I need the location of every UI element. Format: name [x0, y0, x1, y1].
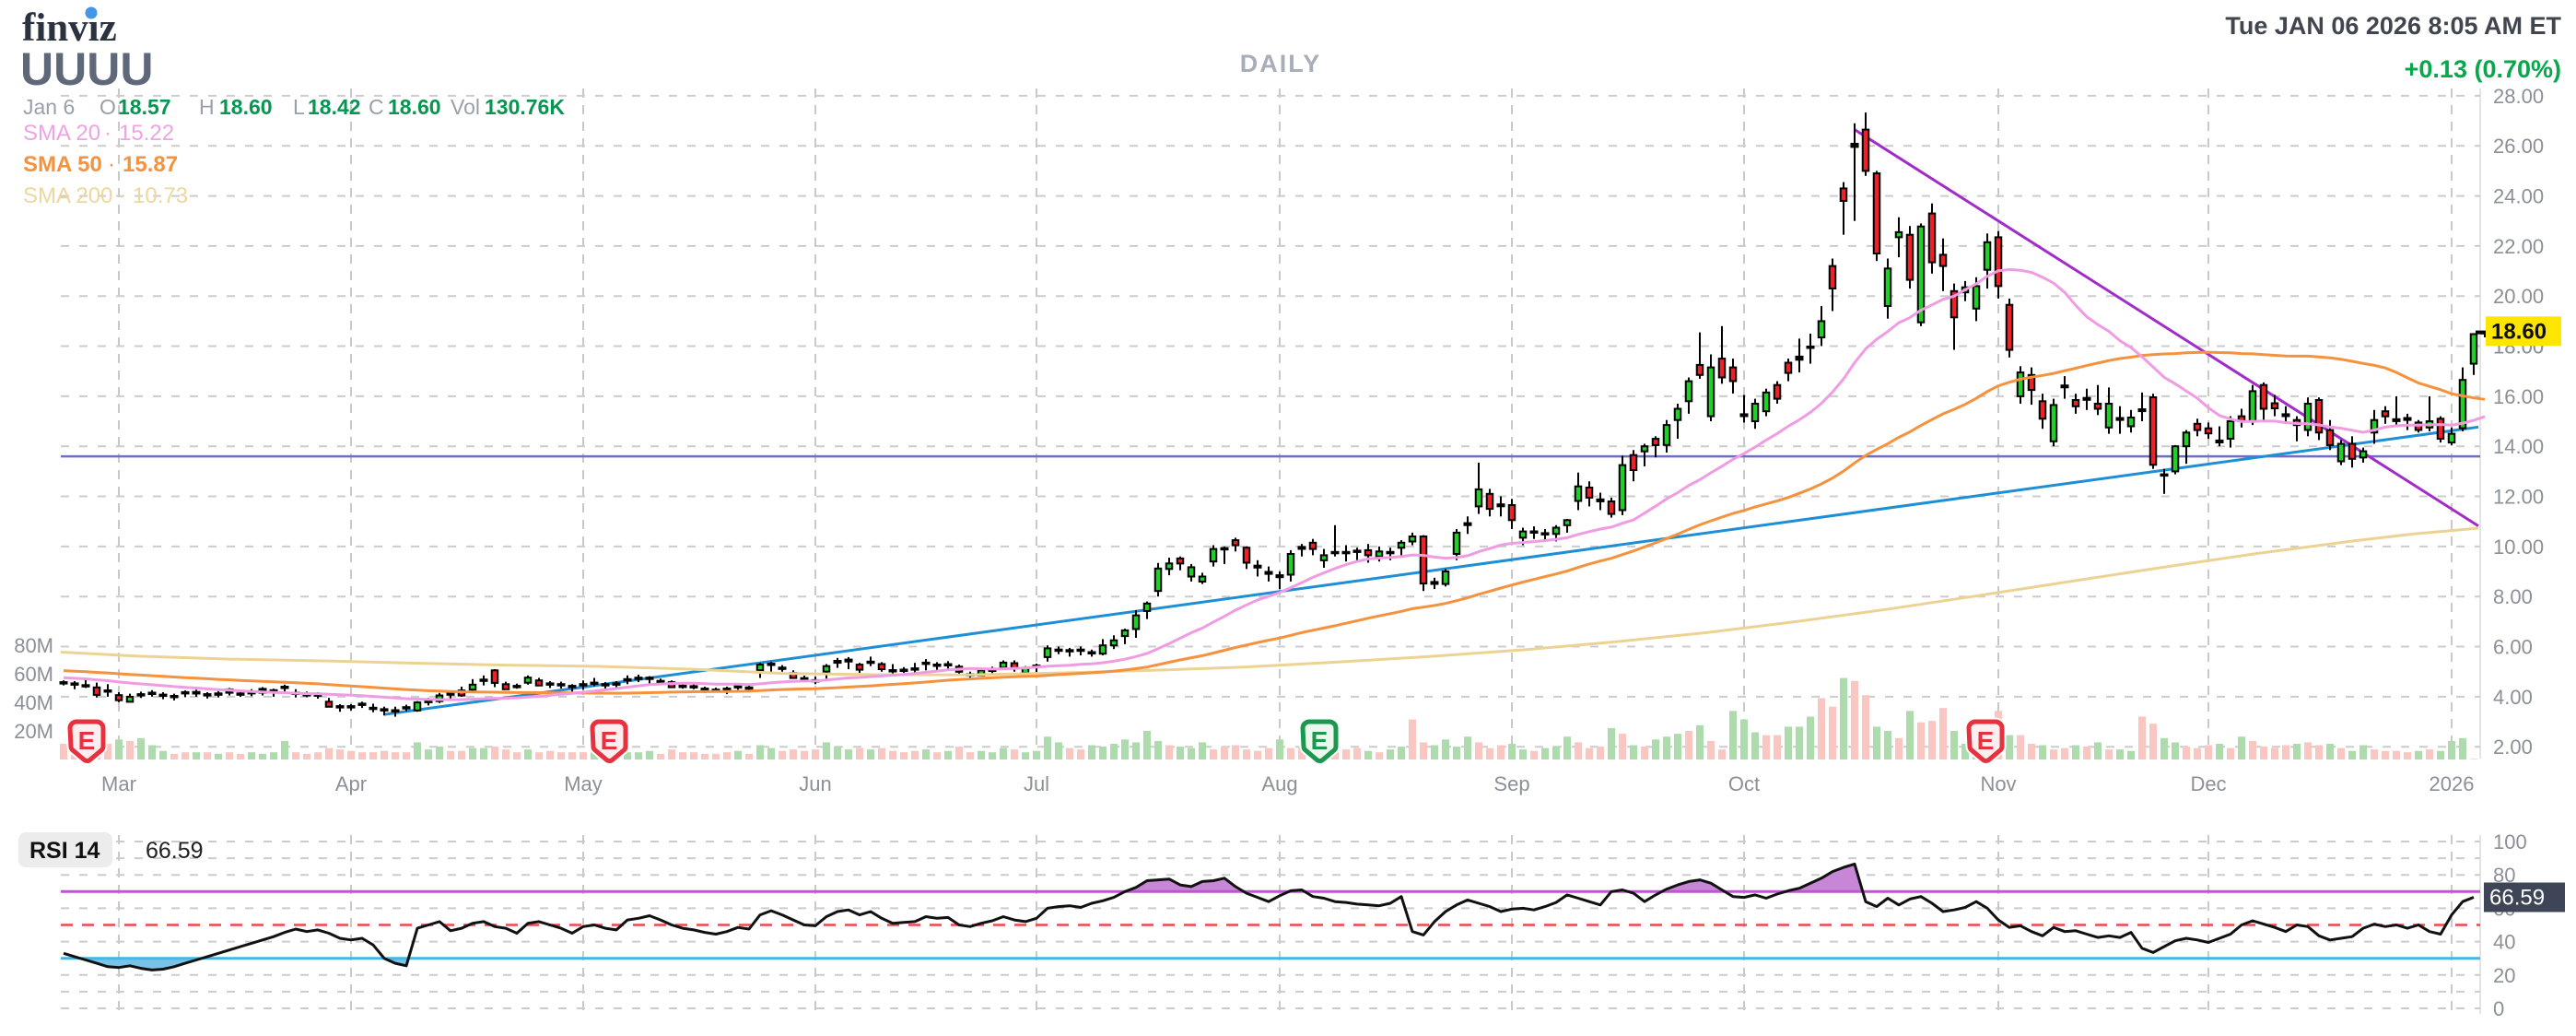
- svg-text:SMA 20: SMA 20: [23, 121, 100, 146]
- svg-text:Dec: Dec: [2190, 772, 2226, 795]
- svg-text:E: E: [1311, 726, 1329, 755]
- svg-text:4.00: 4.00: [2493, 686, 2533, 709]
- svg-text:66.59: 66.59: [146, 838, 204, 864]
- svg-text:18.60: 18.60: [219, 95, 273, 119]
- svg-text:C: C: [369, 95, 384, 119]
- svg-text:130.76K: 130.76K: [485, 95, 565, 119]
- svg-text:Jul: Jul: [1024, 772, 1049, 795]
- svg-text:10.73: 10.73: [133, 183, 188, 208]
- svg-text:E: E: [1977, 726, 1995, 755]
- svg-text:SMA 50: SMA 50: [23, 152, 102, 177]
- svg-text:DAILY: DAILY: [1240, 50, 1322, 77]
- svg-text:·: ·: [104, 121, 111, 146]
- svg-text:15.22: 15.22: [119, 121, 174, 146]
- svg-text:14.00: 14.00: [2493, 435, 2544, 458]
- svg-text:E: E: [601, 726, 618, 755]
- svg-text:·: ·: [118, 183, 125, 208]
- svg-text:Apr: Apr: [335, 772, 367, 795]
- svg-text:E: E: [78, 726, 96, 755]
- svg-text:SMA 200: SMA 200: [23, 183, 112, 208]
- svg-text:finvız: finvız: [22, 6, 117, 50]
- svg-text:20: 20: [2493, 964, 2515, 987]
- svg-text:26.00: 26.00: [2493, 135, 2544, 158]
- svg-text:28.00: 28.00: [2493, 85, 2544, 108]
- svg-text:·: ·: [108, 152, 115, 177]
- svg-text:60M: 60M: [14, 663, 53, 686]
- svg-text:Oct: Oct: [1728, 772, 1760, 795]
- svg-text:0: 0: [2493, 997, 2504, 1020]
- svg-text:8.00: 8.00: [2493, 585, 2533, 608]
- svg-text:12.00: 12.00: [2493, 486, 2544, 509]
- svg-text:40: 40: [2493, 931, 2515, 954]
- svg-text:18.42: 18.42: [308, 95, 361, 119]
- svg-text:RSI 14: RSI 14: [29, 838, 100, 864]
- svg-text:2026: 2026: [2430, 772, 2475, 795]
- svg-text:UUUU: UUUU: [20, 43, 153, 95]
- svg-text:O: O: [100, 95, 116, 119]
- svg-text:22.00: 22.00: [2493, 235, 2544, 258]
- svg-text:18.60: 18.60: [2491, 319, 2547, 344]
- svg-text:100: 100: [2493, 830, 2527, 854]
- svg-text:20M: 20M: [14, 720, 53, 743]
- svg-text:2.00: 2.00: [2493, 736, 2533, 759]
- svg-text:Aug: Aug: [1261, 772, 1297, 795]
- svg-text:18.57: 18.57: [118, 95, 171, 119]
- svg-text:6.00: 6.00: [2493, 636, 2533, 659]
- svg-text:24.00: 24.00: [2493, 185, 2544, 208]
- svg-text:+0.13 (0.70%): +0.13 (0.70%): [2405, 55, 2561, 83]
- svg-text:May: May: [564, 772, 603, 795]
- svg-text:20.00: 20.00: [2493, 285, 2544, 308]
- svg-text:80M: 80M: [14, 634, 53, 657]
- svg-text:15.87: 15.87: [123, 152, 178, 177]
- svg-text:16.00: 16.00: [2493, 385, 2544, 408]
- svg-text:L: L: [293, 95, 305, 119]
- svg-text:Tue JAN 06 2026 8:05 AM ET: Tue JAN 06 2026 8:05 AM ET: [2225, 12, 2561, 40]
- svg-text:Mar: Mar: [101, 772, 136, 795]
- svg-text:Vol: Vol: [451, 95, 480, 119]
- svg-text:Nov: Nov: [1980, 772, 2016, 795]
- svg-text:66.59: 66.59: [2489, 886, 2545, 911]
- svg-text:18.60: 18.60: [388, 95, 441, 119]
- svg-text:10.00: 10.00: [2493, 536, 2544, 559]
- svg-text:Jun: Jun: [799, 772, 831, 795]
- svg-text:40M: 40M: [14, 691, 53, 714]
- svg-text:Sep: Sep: [1493, 772, 1529, 795]
- svg-text:H: H: [199, 95, 215, 119]
- svg-text:Jan 6: Jan 6: [23, 95, 75, 119]
